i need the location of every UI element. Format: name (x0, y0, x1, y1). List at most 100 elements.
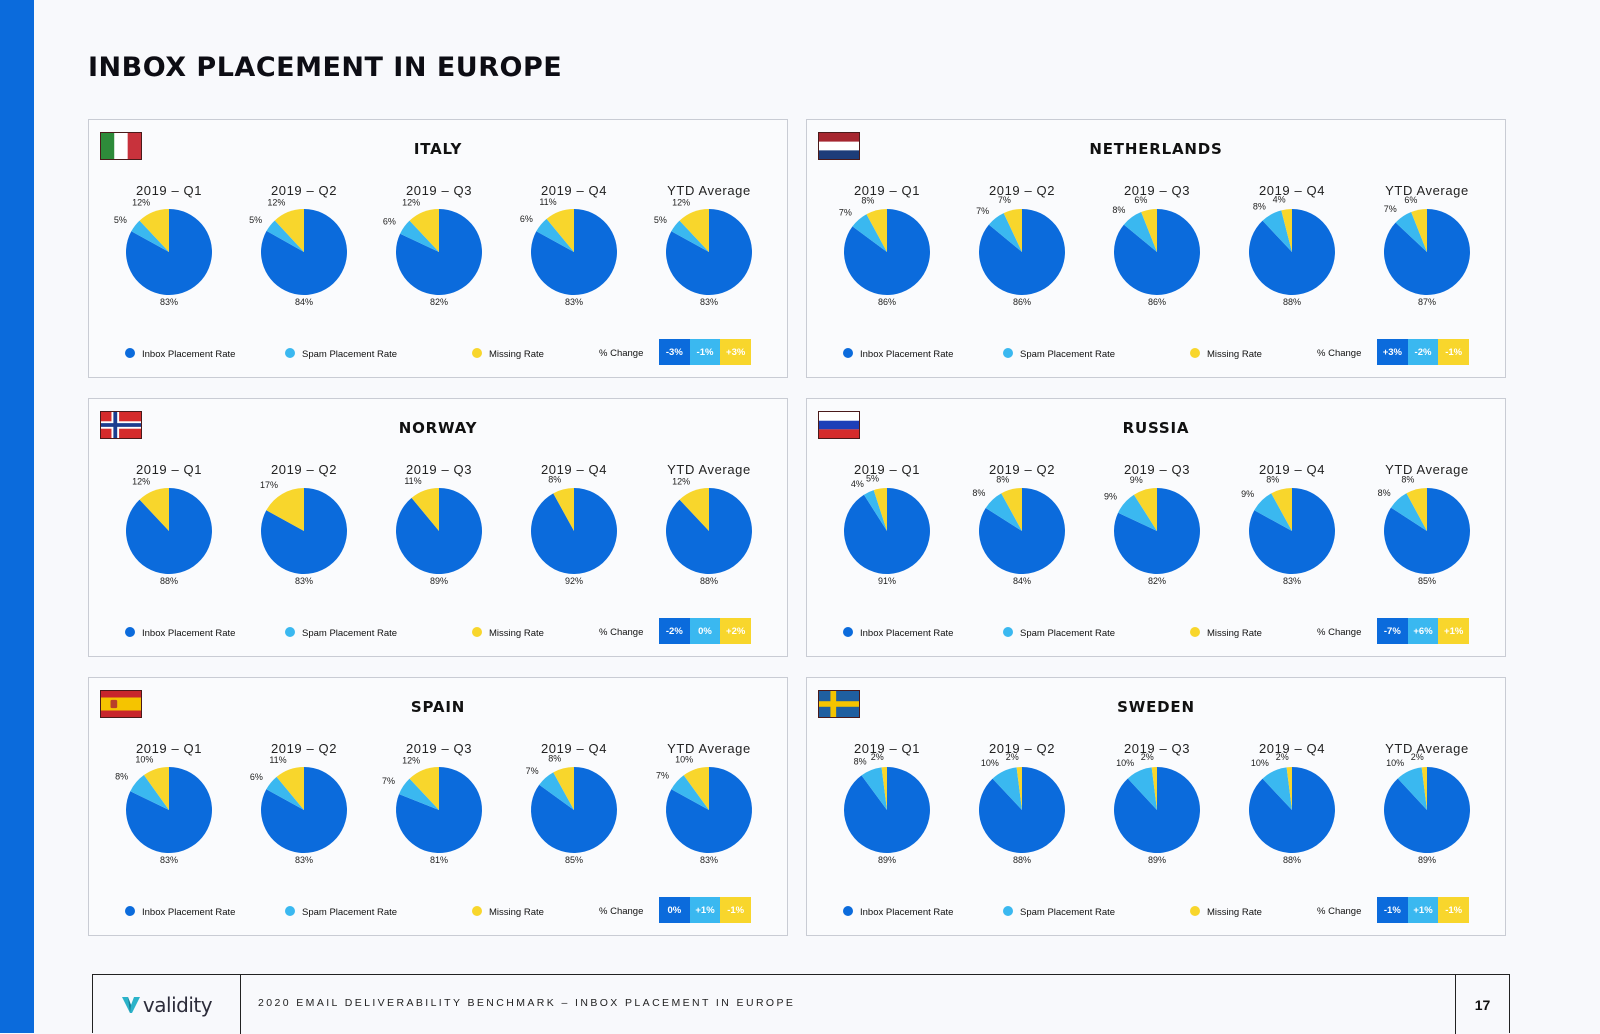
missing-value-label: 11% (539, 197, 556, 207)
spam-value-label: 10% (981, 758, 999, 768)
missing-slice (1133, 488, 1157, 531)
missing-value-label: 4% (1273, 194, 1286, 204)
country-title: SWEDEN (1117, 698, 1195, 716)
norway-flag (100, 411, 142, 439)
missing-slice (276, 767, 304, 810)
legend-spam: Spam Placement Rate (1003, 906, 1115, 918)
italy-flag (100, 132, 142, 160)
period-label: 2019 – Q3 (1123, 741, 1191, 756)
period-label: 2019 – Q1 (135, 462, 203, 477)
missing-value-label: 12% (672, 477, 690, 487)
legend-label: Missing Rate (1207, 907, 1262, 918)
inbox-value-label: 88% (1283, 297, 1301, 307)
sweden-flag (818, 690, 860, 718)
inbox-slice (125, 488, 212, 574)
missing-slice (143, 767, 169, 810)
legend-inbox: Inbox Placement Rate (125, 906, 235, 918)
inbox-slice (396, 488, 483, 574)
inbox-value-label: 88% (700, 576, 718, 586)
legend-label: Missing Rate (1207, 628, 1262, 639)
legend-missing: Missing Rate (1190, 348, 1262, 360)
inbox-value-label: 85% (1418, 576, 1436, 586)
legend-dot-icon (843, 906, 853, 916)
period-label: YTD Average (1385, 741, 1469, 756)
spam-slice (1254, 493, 1292, 531)
inbox-slice (395, 209, 482, 295)
missing-value-label: 6% (1134, 195, 1147, 205)
spam-slice (863, 490, 887, 531)
inbox-slice (665, 209, 752, 295)
spam-slice (266, 776, 304, 810)
spam-change: +6% (1407, 618, 1439, 644)
missing-slice (411, 488, 439, 531)
period-label: 2019 – Q4 (540, 462, 608, 477)
legend-label: Inbox Placement Rate (142, 907, 236, 918)
missing-slice (266, 488, 304, 531)
spam-slice (988, 213, 1022, 252)
period-label: 2019 – Q4 (540, 183, 608, 198)
legend-dot-icon (285, 627, 295, 637)
percent-change-box: -7% +6% +1% (1377, 618, 1470, 644)
legend-label: Spam Placement Rate (1020, 907, 1116, 918)
spam-slice (400, 220, 439, 252)
country-title: NETHERLANDS (1089, 140, 1223, 158)
spam-slice (852, 214, 887, 252)
inbox-slice (843, 209, 930, 295)
missing-slice (679, 209, 709, 252)
missing-value-label: 12% (402, 198, 420, 208)
spam-slice (1262, 767, 1292, 810)
side-accent-bar (0, 0, 34, 1033)
missing-slice (1003, 209, 1022, 252)
inbox-value-label: 89% (1148, 855, 1166, 865)
period-label: 2019 – Q2 (270, 741, 338, 756)
legend-spam: Spam Placement Rate (1003, 348, 1115, 360)
inbox-value-label: 92% (565, 576, 583, 586)
spam-value-label: 7% (656, 771, 669, 781)
inbox-value-label: 86% (1148, 297, 1166, 307)
legend-label: Inbox Placement Rate (860, 349, 954, 360)
legend-dot-icon (1190, 906, 1200, 916)
spam-value-label: 10% (1251, 758, 1269, 768)
missing-value-label: 8% (861, 196, 874, 206)
legend-dot-icon (1003, 627, 1013, 637)
missing-value-label: 2% (1006, 752, 1019, 762)
pie-chart: 84% 12% 5% (249, 198, 348, 307)
inbox-value-label: 83% (160, 855, 178, 865)
pie-chart: 85% 8% 7% (526, 754, 618, 865)
spam-value-label: 7% (1384, 204, 1397, 214)
legend-inbox: Inbox Placement Rate (843, 627, 953, 639)
spam-slice (1262, 210, 1292, 252)
validity-logo: validity (93, 975, 241, 1034)
pie-chart: 83% 11% 6% (250, 755, 347, 865)
spam-slice (130, 775, 169, 810)
period-label: 2019 – Q3 (1123, 183, 1191, 198)
inbox-value-label: 88% (160, 576, 178, 586)
pie-chart: 88% 2% 10% (1248, 752, 1335, 865)
pie-chart: 83% 12% 5% (114, 198, 212, 307)
period-label: YTD Average (1385, 462, 1469, 477)
spam-value-label: 9% (1241, 489, 1254, 499)
inbox-value-label: 83% (565, 297, 583, 307)
inbox-value-label: 91% (878, 576, 896, 586)
spam-value-label: 8% (972, 488, 985, 498)
spam-slice (1123, 212, 1157, 252)
inbox-slice (260, 488, 347, 574)
period-label: YTD Average (667, 183, 751, 198)
legend-inbox: Inbox Placement Rate (843, 348, 953, 360)
period-label: 2019 – Q1 (135, 741, 203, 756)
spam-value-label: 9% (1104, 492, 1117, 502)
legend-label: Spam Placement Rate (302, 349, 398, 360)
spam-value-label: 6% (520, 214, 533, 224)
country-title: RUSSIA (1122, 419, 1190, 437)
percent-change-label: % Change (1317, 906, 1362, 917)
spam-slice (992, 767, 1022, 810)
inbox-value-label: 83% (160, 297, 178, 307)
legend-dot-icon (1190, 348, 1200, 358)
inbox-slice (1114, 209, 1201, 295)
legend-dot-icon (285, 348, 295, 358)
missing-value-label: 12% (132, 198, 150, 208)
inbox-slice (843, 767, 930, 853)
missing-value-label: 11% (404, 476, 421, 486)
legend-label: Missing Rate (1207, 349, 1262, 360)
legend-dot-icon (472, 906, 482, 916)
